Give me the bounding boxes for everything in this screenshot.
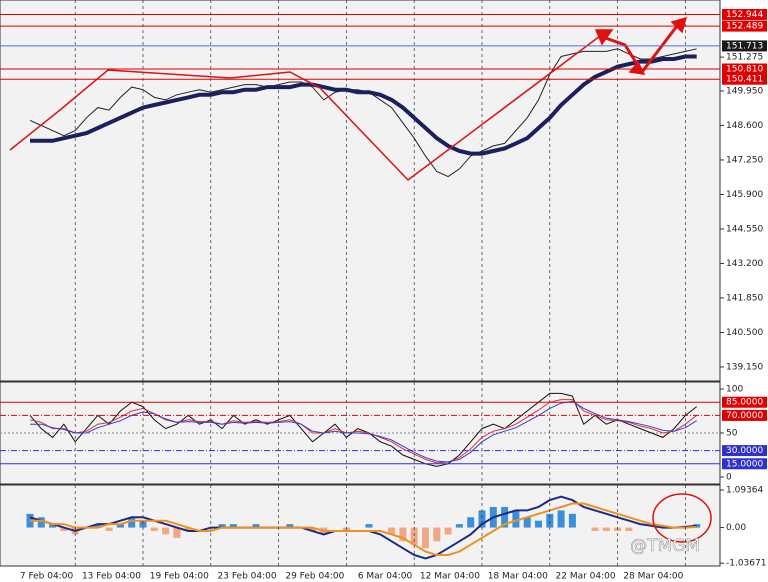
price-panel (0, 0, 721, 382)
zigzag (9, 35, 601, 181)
y-tick-label: 139.150 (726, 362, 763, 372)
plot-layer (0, 0, 720, 566)
level-box (722, 40, 767, 52)
histogram-bar (523, 517, 531, 528)
highlight-circle (652, 493, 712, 543)
x-tick-label: 22 Mar 04:00 (556, 572, 616, 582)
arrow-head (594, 29, 614, 46)
level-box (722, 396, 767, 408)
histogram-bar (512, 510, 520, 528)
y-tick-label: 147.250 (726, 155, 763, 165)
arrow-head (628, 60, 646, 75)
y-tick-label: 140.500 (726, 328, 763, 338)
x-tick-label: 29 Feb 04:00 (285, 572, 344, 582)
histogram-bar (410, 527, 418, 545)
level-box (722, 20, 767, 32)
x-tick-label: 7 Feb 04:00 (20, 572, 74, 582)
level-label: 152.944 (726, 10, 763, 20)
y-tick-label: 143.200 (726, 259, 763, 269)
level-label: 85.0000 (726, 398, 763, 408)
histogram-bar (365, 524, 373, 528)
histogram-bar (388, 527, 396, 535)
level-label: 152.489 (726, 22, 763, 32)
level-box (722, 458, 767, 470)
histogram-bar (139, 520, 147, 528)
histogram-bar (546, 513, 554, 528)
series-line (30, 54, 697, 156)
level-label: 151.713 (726, 41, 763, 51)
level-box (722, 409, 767, 421)
histogram-bar (162, 527, 170, 535)
y-tick-label: 149.950 (726, 86, 763, 96)
y-tick-label: 0 (726, 472, 732, 482)
level-box (722, 8, 767, 20)
histogram-bar (478, 510, 486, 528)
histogram-bar (94, 524, 102, 528)
level-box (722, 63, 767, 75)
histogram-bar (625, 527, 633, 531)
histogram-bar (105, 527, 113, 531)
level-box (722, 73, 767, 85)
histogram-bar (184, 527, 192, 531)
level-label: 150.810 (726, 64, 763, 74)
level-label: 150.411 (726, 75, 763, 85)
macd-panel (0, 484, 721, 567)
series-line (29, 392, 698, 467)
y-tick-label: 151.275 (726, 53, 763, 63)
histogram-bar (309, 527, 316, 531)
histogram-bar (229, 524, 237, 528)
x-tick-label: 13 Feb 04:00 (82, 572, 141, 582)
histogram-bar (252, 524, 260, 528)
zigzag (599, 21, 682, 75)
x-tick-label: 28 Mar 04:00 (623, 572, 683, 582)
y-tick-label: 50 (726, 429, 738, 439)
series-line (30, 502, 697, 556)
y-tick-label: 144.550 (726, 224, 763, 234)
histogram-bar (501, 506, 509, 528)
y-tick-label: 141.850 (726, 293, 763, 303)
trend-annotation (9, 16, 712, 543)
histogram-bar (422, 527, 429, 549)
histogram-bar (49, 524, 57, 528)
histogram-bar (60, 527, 68, 531)
histogram-bar (557, 510, 565, 528)
level-label: 30.0000 (726, 446, 763, 456)
histogram-bar (150, 527, 158, 531)
series-line (30, 400, 697, 463)
watermark: @TMGM (630, 536, 700, 556)
histogram-bar (591, 527, 599, 531)
y-tick-label: 100 (726, 385, 743, 395)
y-tick-label: 145.900 (726, 190, 763, 200)
level-box (722, 445, 767, 457)
x-tick-label: 18 Mar 04:00 (488, 572, 548, 582)
histogram-bar (602, 527, 610, 531)
arrow-head (670, 16, 688, 34)
histogram-bar (467, 517, 475, 528)
y-tick-label: -1.03671 (726, 559, 766, 569)
level-label: 70.0000 (726, 411, 763, 421)
x-tick-label: 6 Mar 04:00 (358, 572, 413, 582)
y-tick-label: 0.00 (726, 523, 746, 533)
histogram-bar (116, 524, 124, 528)
y-tick-label: 148.600 (726, 121, 763, 131)
x-tick-label: 23 Feb 04:00 (218, 572, 277, 582)
histogram-bar (399, 527, 407, 542)
x-tick-label: 19 Feb 04:00 (150, 572, 209, 582)
histogram-bar (568, 513, 576, 528)
histogram-bar (444, 527, 452, 535)
y-tick-label: 1.09364 (726, 486, 763, 496)
histogram-bar (286, 524, 294, 528)
histogram-bar (173, 527, 181, 538)
x-tick-label: 12 Mar 04:00 (420, 572, 480, 582)
histogram-bar (455, 524, 463, 528)
level-label: 15.0000 (726, 459, 763, 469)
histogram-bar (433, 527, 441, 542)
histogram-bar (128, 517, 136, 528)
histogram-bar (218, 524, 226, 528)
histogram-bar (535, 520, 542, 528)
series-line (29, 399, 698, 464)
histogram-bar (37, 517, 45, 528)
